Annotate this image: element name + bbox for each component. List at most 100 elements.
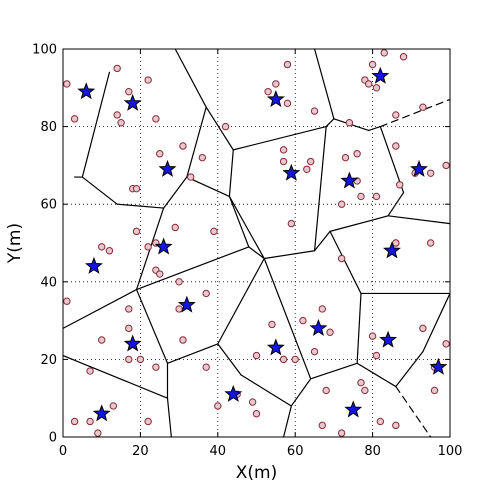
voronoi-edge-dashed xyxy=(379,98,451,128)
voronoi-edge xyxy=(290,378,312,407)
circle-point xyxy=(353,150,361,158)
circle-point xyxy=(372,351,381,360)
circle-point xyxy=(63,80,71,88)
y-tick-label: 100 xyxy=(32,43,57,58)
circle-point xyxy=(442,161,450,170)
voronoi-edge xyxy=(387,215,451,225)
voronoi-edge xyxy=(228,195,265,260)
star-point xyxy=(154,237,173,255)
circle-point xyxy=(125,355,133,364)
circle-point xyxy=(337,200,346,208)
circle-point xyxy=(376,417,385,426)
star-point xyxy=(266,90,285,108)
circle-point xyxy=(272,80,280,88)
circle-point xyxy=(125,87,133,96)
circle-point xyxy=(179,142,187,150)
circle-point xyxy=(264,87,272,96)
y-axis-label: Y(m) xyxy=(5,223,25,264)
circle-point xyxy=(326,328,334,336)
x-tick-label: 20 xyxy=(132,444,149,459)
star-point xyxy=(177,295,196,313)
circle-point xyxy=(426,169,435,177)
voronoi-edge xyxy=(387,191,405,217)
circle-point xyxy=(283,60,292,69)
circle-point xyxy=(368,332,377,340)
circle-point xyxy=(86,417,94,426)
circle-point xyxy=(248,398,257,406)
circle-point xyxy=(303,165,311,173)
voronoi-edge xyxy=(248,246,265,260)
circle-point xyxy=(372,84,381,92)
star-point xyxy=(410,159,428,177)
y-tick-label: 60 xyxy=(40,198,57,213)
y-tick-label: 40 xyxy=(40,275,57,290)
circle-point xyxy=(299,316,307,325)
voronoi-edge xyxy=(313,230,331,252)
voronoi-edge xyxy=(313,48,335,120)
voronoi-edge xyxy=(81,71,111,178)
circle-point xyxy=(392,142,400,150)
voronoi-edge xyxy=(205,106,234,151)
circle-point xyxy=(392,421,400,430)
star-point xyxy=(371,66,390,84)
circle-point xyxy=(214,402,222,410)
circle-point xyxy=(268,320,276,329)
x-tick-label: 80 xyxy=(364,444,381,459)
circle-point xyxy=(187,173,195,181)
circle-point xyxy=(345,119,354,127)
circle-point xyxy=(70,417,79,426)
circle-point xyxy=(279,146,288,154)
x-tick-label: 0 xyxy=(59,444,67,459)
circle-point xyxy=(252,410,261,418)
circle-point xyxy=(113,64,121,73)
voronoi-edge xyxy=(166,397,172,438)
circle-point xyxy=(368,60,377,69)
star-point xyxy=(92,404,111,422)
circle-point xyxy=(152,363,160,371)
voronoi-edge xyxy=(313,125,327,252)
circle-point xyxy=(132,227,141,236)
circle-point xyxy=(94,429,102,437)
circle-point xyxy=(380,49,388,57)
circle-point xyxy=(283,99,292,108)
circle-point xyxy=(202,363,210,371)
voronoi-edge xyxy=(81,176,118,205)
circle-point xyxy=(144,76,152,84)
circle-point xyxy=(395,181,404,189)
voronoi-edge xyxy=(240,374,292,407)
circle-point xyxy=(341,153,350,162)
star-point xyxy=(158,159,177,177)
circle-point xyxy=(419,103,427,111)
voronoi-edge xyxy=(422,292,451,353)
star-point xyxy=(224,384,243,402)
voronoi-edge xyxy=(135,288,169,364)
voronoi-edge xyxy=(395,351,424,388)
star-point xyxy=(429,357,448,375)
y-tick-label: 0 xyxy=(49,431,57,446)
voronoi-edge xyxy=(356,292,362,364)
star-point xyxy=(77,82,96,100)
circle-point xyxy=(125,305,133,313)
circle-point xyxy=(279,157,288,166)
circle-point xyxy=(357,378,365,387)
circle-point xyxy=(442,340,450,348)
voronoi-edge xyxy=(186,106,207,178)
circle-point xyxy=(152,115,160,123)
voronoi-edge xyxy=(325,118,335,128)
voronoi-edge xyxy=(116,203,165,209)
x-tick-label: 60 xyxy=(287,444,304,459)
star-point xyxy=(383,241,401,259)
voronoi-edge xyxy=(228,149,234,198)
voronoi-edge xyxy=(356,362,397,388)
circle-point xyxy=(156,270,164,278)
circle-point xyxy=(98,243,106,251)
circle-point xyxy=(252,351,261,360)
voronoi-edge xyxy=(368,125,381,132)
axis-ticks: 0 20 40 60 80 100 0 20 40 60 80 100 xyxy=(32,43,462,460)
circle-point xyxy=(70,115,79,123)
circle-point xyxy=(337,254,346,263)
voronoi-edges xyxy=(62,48,451,438)
circle-point xyxy=(310,347,319,356)
plot-frame xyxy=(62,48,451,438)
star-point xyxy=(266,338,285,356)
